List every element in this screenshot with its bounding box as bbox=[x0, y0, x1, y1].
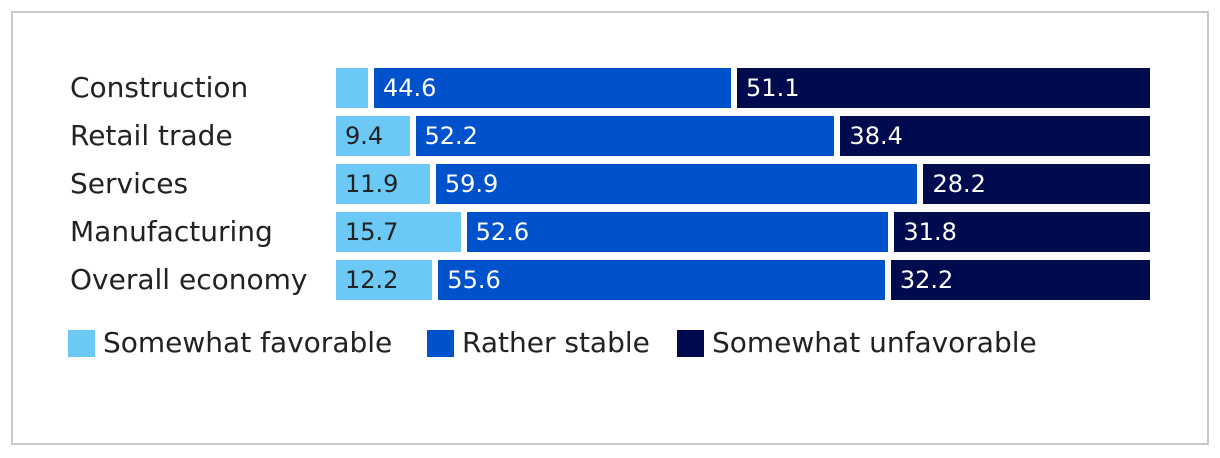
bar-segment bbox=[894, 212, 1150, 252]
bar-segment bbox=[336, 68, 368, 108]
legend-swatch bbox=[68, 330, 95, 357]
legend-label: Somewhat favorable bbox=[103, 326, 393, 359]
bar-segment bbox=[415, 116, 835, 156]
bar-segment bbox=[435, 164, 918, 204]
category-label: Overall economy bbox=[70, 263, 308, 296]
legend-label: Rather stable bbox=[462, 326, 650, 359]
legend-swatch bbox=[677, 330, 704, 357]
bar-segment bbox=[336, 260, 433, 300]
bar-segment bbox=[374, 68, 732, 108]
bar-segment bbox=[336, 212, 461, 252]
category-label: Retail trade bbox=[70, 119, 233, 152]
bar-segment bbox=[737, 68, 1150, 108]
bar-segment bbox=[336, 164, 430, 204]
category-label: Construction bbox=[70, 71, 249, 104]
bar-segment bbox=[840, 116, 1150, 156]
bar-segment bbox=[466, 212, 889, 252]
category-label: Services bbox=[70, 167, 189, 200]
legend-label: Somewhat unfavorable bbox=[712, 326, 1037, 359]
bar-segment bbox=[438, 260, 885, 300]
bar-segment bbox=[923, 164, 1150, 204]
category-label: Manufacturing bbox=[70, 215, 273, 248]
legend-swatch bbox=[427, 330, 454, 357]
bar-segment bbox=[336, 116, 410, 156]
bar-segment bbox=[890, 260, 1150, 300]
